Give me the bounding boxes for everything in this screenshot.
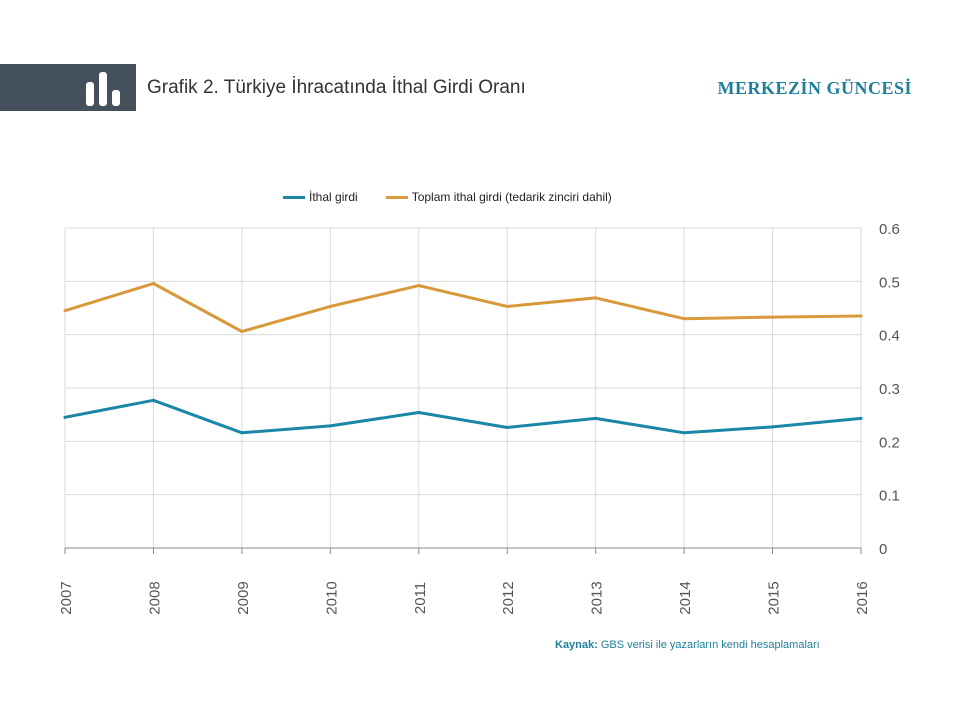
- page-title: Grafik 2. Türkiye İhracatında İthal Gird…: [147, 77, 526, 99]
- data-point: [63, 309, 67, 313]
- series-line-toplam-ithal-girdi: [63, 282, 863, 333]
- data-point: [505, 425, 509, 429]
- data-point: [771, 315, 775, 319]
- series-line-ithal-girdi: [63, 398, 863, 435]
- y-tick-label: 0: [879, 541, 887, 558]
- x-tick-label: 2014: [677, 581, 694, 614]
- data-point: [328, 304, 332, 308]
- brand-logo-text: MERKEZİN GÜNCESİ: [717, 78, 912, 98]
- legend-item-ithal: İthal girdi: [283, 190, 358, 204]
- x-tick-label: 2016: [854, 581, 871, 614]
- x-tick-label: 2008: [146, 581, 163, 614]
- title-prefix: Grafik 2.: [147, 77, 219, 98]
- x-tick-label: 2012: [500, 581, 517, 614]
- legend-swatch-ithal: [283, 195, 305, 199]
- y-tick-label: 0.6: [879, 221, 900, 238]
- y-tick-label: 0.4: [879, 328, 900, 345]
- data-point: [328, 424, 332, 428]
- data-point: [771, 425, 775, 429]
- data-point: [417, 411, 421, 415]
- chart-legend: İthal girdi Toplam ithal girdi (tedarik …: [283, 188, 640, 206]
- x-tick-label: 2010: [323, 581, 340, 614]
- data-point: [505, 304, 509, 308]
- data-point: [682, 317, 686, 321]
- x-tick-label: 2013: [589, 581, 606, 614]
- x-tick-label: 2007: [58, 581, 75, 614]
- x-tick-label: 2011: [412, 582, 429, 614]
- bar-chart-icon: [86, 72, 120, 106]
- data-point: [240, 329, 244, 333]
- data-point: [63, 415, 67, 419]
- data-point: [682, 431, 686, 435]
- data-point: [417, 284, 421, 288]
- data-point: [151, 398, 155, 402]
- source-label: Kaynak:: [555, 639, 598, 651]
- legend-item-toplam: Toplam ithal girdi (tedarik zinciri dahi…: [385, 190, 612, 204]
- y-tick-label: 0.5: [879, 274, 900, 291]
- data-point: [240, 431, 244, 435]
- y-tick-label: 0.1: [879, 488, 900, 505]
- x-tick-label: 2015: [766, 581, 783, 614]
- y-tick-label: 0.2: [879, 434, 900, 451]
- y-tick-label: 0.3: [879, 381, 900, 398]
- data-point: [594, 296, 598, 300]
- data-point: [859, 416, 863, 420]
- data-point: [594, 416, 598, 420]
- data-point: [151, 281, 155, 285]
- legend-label-ithal: İthal girdi: [309, 190, 358, 204]
- source-text: GBS verisi ile yazarların kendi hesaplam…: [600, 639, 820, 651]
- title-text: Türkiye İhracatında İthal Girdi Oranı: [223, 77, 526, 98]
- data-point: [859, 314, 863, 318]
- legend-label-toplam: Toplam ithal girdi (tedarik zinciri dahi…: [411, 190, 612, 204]
- source-note: Kaynak: GBS verisi ile yazarların kendi …: [555, 639, 820, 651]
- legend-swatch-toplam: [385, 195, 408, 199]
- x-tick-label: 2009: [235, 581, 252, 614]
